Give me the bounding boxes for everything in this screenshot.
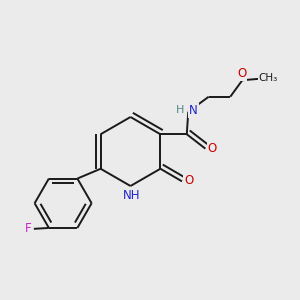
- Text: O: O: [207, 142, 217, 155]
- Text: H: H: [176, 105, 185, 115]
- Text: O: O: [184, 174, 193, 187]
- Text: NH: NH: [123, 189, 141, 202]
- Text: F: F: [25, 222, 32, 235]
- Text: N: N: [189, 104, 198, 117]
- Text: CH₃: CH₃: [259, 73, 278, 83]
- Text: O: O: [237, 67, 247, 80]
